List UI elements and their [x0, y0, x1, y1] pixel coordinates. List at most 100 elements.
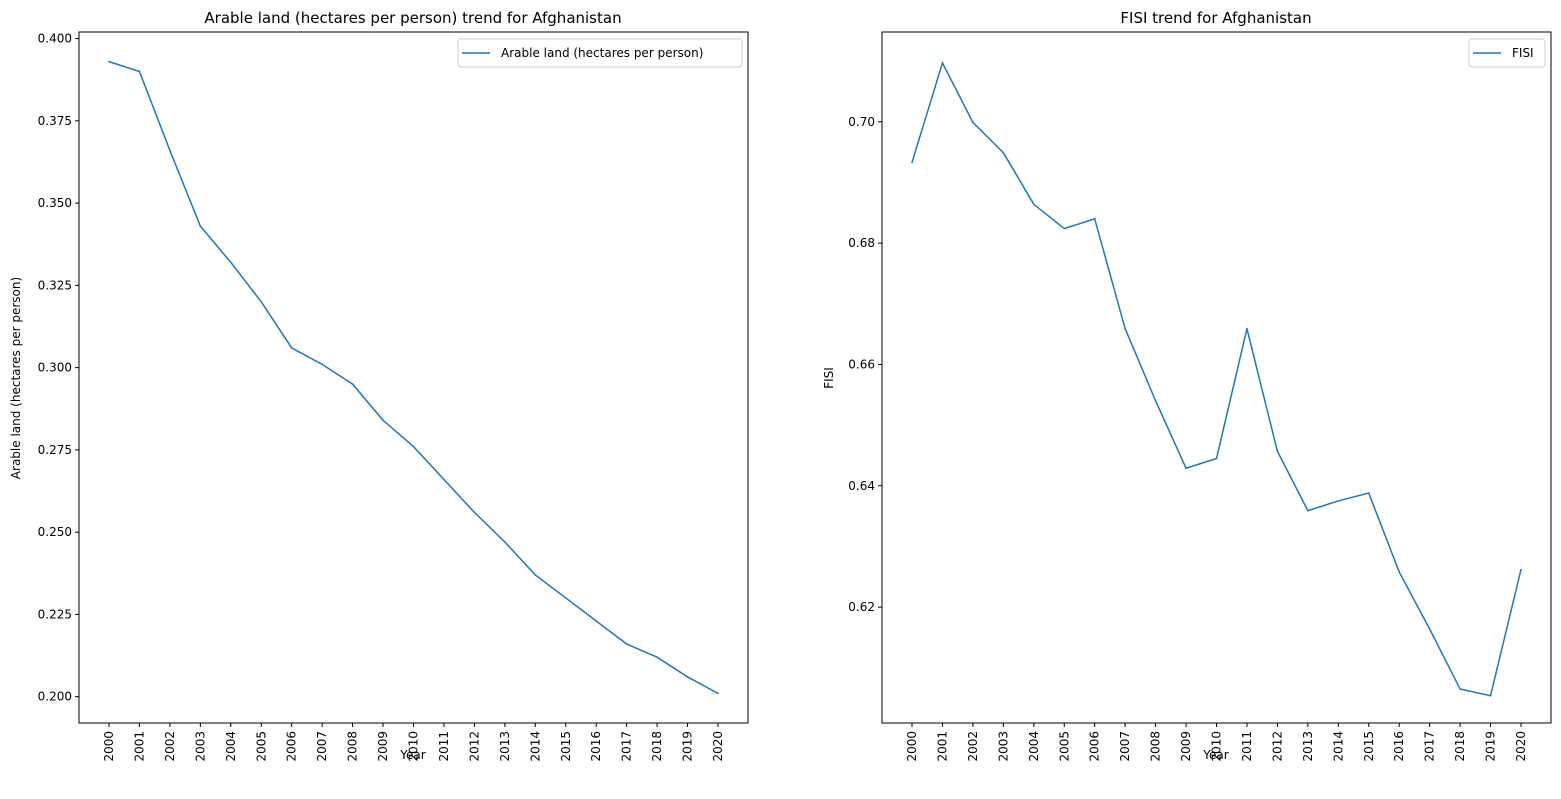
data-point — [290, 347, 293, 349]
chart-2-y-axis-label: FISI — [822, 367, 836, 389]
data-point — [504, 541, 506, 543]
x-tick-label: 2007 — [1118, 731, 1132, 762]
y-tick-label: 0.225 — [38, 607, 72, 621]
x-tick-label: 2011 — [437, 731, 451, 762]
y-tick-label: 0.375 — [38, 114, 72, 128]
x-tick-label: 2009 — [1179, 731, 1193, 762]
data-point — [1428, 628, 1431, 630]
chart-2-y-ticks: 0.62 0.64 0.66 0.68 0.70 — [848, 115, 882, 614]
data-point — [656, 656, 658, 658]
x-tick-label: 2005 — [1057, 731, 1071, 762]
x-tick-label: 2008 — [1149, 731, 1163, 762]
y-tick-label: 0.200 — [38, 690, 72, 704]
x-tick-label: 2003 — [996, 731, 1010, 762]
y-tick-label: 0.400 — [38, 32, 72, 46]
y-tick-label: 0.300 — [38, 361, 72, 375]
data-point — [534, 574, 537, 576]
data-point — [1489, 694, 1492, 697]
data-point — [260, 301, 263, 303]
x-tick-label: 2008 — [346, 731, 360, 762]
x-tick-label: 2012 — [467, 731, 481, 762]
x-tick-label: 2014 — [528, 731, 542, 762]
data-point — [1093, 218, 1096, 220]
data-point — [321, 363, 323, 366]
data-point — [1002, 151, 1005, 154]
chart-2-x-axis-label: Year — [1202, 748, 1228, 762]
chart-1-x-axis-label: Year — [399, 748, 425, 762]
x-tick-label: 2006 — [1088, 731, 1102, 762]
data-point — [412, 445, 415, 448]
data-point — [1154, 400, 1157, 402]
data-point — [686, 676, 689, 678]
y-tick-label: 0.350 — [38, 196, 72, 210]
x-tick-label: 2006 — [285, 731, 299, 762]
chart-2-series-line — [911, 60, 1522, 697]
chart-1-legend-box — [457, 38, 743, 68]
chart-arable-land: Arable land (hectares per person) trend … — [9, 9, 749, 762]
x-tick-label: 2012 — [1270, 731, 1284, 762]
data-point — [169, 149, 171, 152]
x-tick-label: 2013 — [498, 731, 512, 762]
data-point — [1459, 688, 1461, 690]
data-point — [1124, 327, 1126, 330]
x-tick-label: 2005 — [254, 731, 268, 762]
chart-1-series-line — [108, 60, 719, 695]
x-tick-label: 2004 — [1027, 731, 1041, 762]
chart-2-data-points — [911, 62, 1522, 697]
x-tick-label: 2014 — [1331, 731, 1345, 762]
data-point — [473, 511, 476, 514]
x-tick-label: 2019 — [681, 731, 695, 762]
x-tick-label: 2018 — [650, 731, 664, 762]
x-tick-label: 2020 — [1514, 731, 1528, 762]
y-tick-label: 0.275 — [38, 443, 72, 457]
x-tick-label: 2003 — [193, 731, 207, 762]
data-point — [941, 62, 944, 64]
data-point — [1398, 571, 1400, 573]
y-tick-label: 0.70 — [848, 115, 875, 129]
x-tick-label: 2002 — [163, 731, 177, 762]
data-point — [1367, 492, 1370, 494]
chart-1-legend-label: Arable land (hectares per person) — [501, 46, 703, 60]
chart-1-y-ticks: 0.200 0.225 0.250 0.275 0.300 0.325 0.350 0.375… — [38, 32, 79, 704]
y-tick-label: 0.64 — [848, 479, 875, 493]
x-tick-label: 2007 — [315, 731, 329, 762]
x-tick-label: 2004 — [224, 731, 238, 762]
chart-1-legend: Arable land (hectares per person) — [457, 38, 743, 68]
data-point — [972, 121, 974, 124]
data-point — [911, 161, 913, 164]
chart-1-y-axis-label: Arable land (hectares per person) — [9, 277, 23, 479]
y-tick-label: 0.325 — [38, 278, 72, 292]
data-point — [1307, 509, 1309, 512]
x-tick-label: 2017 — [620, 731, 634, 762]
data-point — [1063, 227, 1066, 230]
x-tick-label: 2011 — [1240, 731, 1254, 762]
x-tick-label: 2013 — [1301, 731, 1315, 762]
chart-2-legend-box — [1468, 38, 1546, 68]
chart-1-plot-area — [78, 31, 749, 724]
data-point — [351, 383, 354, 385]
chart-2-title: FISI trend for Afghanistan — [1120, 9, 1311, 27]
data-point — [1520, 568, 1522, 571]
y-tick-label: 0.66 — [848, 357, 875, 371]
data-point — [717, 692, 719, 695]
data-point — [230, 261, 232, 264]
data-point — [382, 419, 384, 422]
x-tick-label: 2015 — [1362, 731, 1376, 762]
x-tick-label: 2000 — [905, 731, 919, 762]
chart-2-legend: FISI — [1468, 38, 1546, 68]
data-point — [1215, 457, 1218, 460]
x-tick-label: 2000 — [102, 731, 116, 762]
data-point — [443, 478, 445, 481]
chart-1-title: Arable land (hectares per person) trend … — [204, 9, 621, 27]
data-point — [138, 70, 141, 73]
x-tick-label: 2018 — [1453, 731, 1467, 762]
data-point — [625, 643, 628, 645]
data-point — [1033, 203, 1035, 206]
data-point — [1246, 327, 1248, 330]
data-point — [595, 620, 597, 622]
chart-2-legend-label: FISI — [1512, 46, 1534, 60]
x-tick-label: 2019 — [1484, 731, 1498, 762]
x-tick-label: 2010 — [1210, 731, 1224, 762]
x-tick-label: 2001 — [132, 731, 146, 762]
chart-1-data-points — [108, 60, 719, 695]
